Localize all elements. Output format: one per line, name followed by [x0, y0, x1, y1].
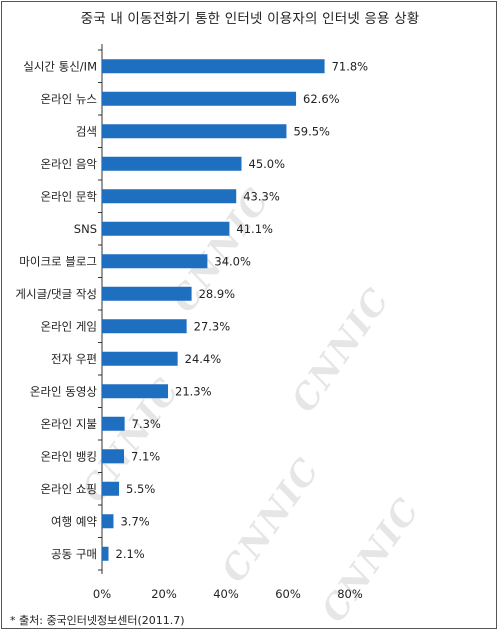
category-label: 온라인 게임 — [40, 319, 97, 333]
value-label: 41.1% — [236, 222, 273, 236]
bar — [102, 59, 325, 74]
value-label: 21.3% — [175, 384, 212, 398]
x-tick-label: 0% — [93, 587, 111, 601]
category-label: 온라인 동영상 — [30, 384, 98, 398]
bar — [102, 124, 287, 139]
source-note: * 출처: 중국인터넷정보센터(2011.7) — [10, 614, 185, 627]
value-label: 62.6% — [303, 92, 340, 106]
bar — [102, 546, 109, 561]
value-label: 7.3% — [132, 417, 161, 431]
value-label: 7.1% — [131, 449, 160, 463]
category-label: SNS — [74, 222, 97, 236]
value-label: 2.1% — [116, 547, 145, 561]
x-tick-label: 40% — [213, 587, 239, 601]
value-label: 59.5% — [293, 124, 330, 138]
chart-title: 중국 내 이동전화기 통한 인터넷 이용자의 인터넷 응용 상황 — [80, 11, 420, 27]
value-label: 28.9% — [199, 287, 236, 301]
bar — [102, 286, 192, 301]
value-label: 5.5% — [126, 482, 155, 496]
value-label: 24.4% — [185, 352, 222, 366]
category-label: 전자 우편 — [51, 352, 97, 366]
category-label: 검색 — [76, 124, 97, 138]
category-label: 게시글/댓글 작성 — [15, 287, 97, 301]
bar — [102, 351, 178, 366]
category-label: 마이크로 블로그 — [19, 254, 97, 268]
category-label: 온라인 음악 — [40, 157, 97, 171]
bar — [102, 156, 242, 171]
category-label: 온라인 쇼핑 — [40, 482, 97, 496]
bar — [102, 384, 169, 399]
x-tick-label: 80% — [337, 587, 363, 601]
bar — [102, 91, 297, 106]
category-label: 온라인 뱅킹 — [40, 449, 97, 463]
bar — [102, 481, 120, 496]
x-tick-label: 60% — [275, 587, 301, 601]
value-label: 3.7% — [120, 514, 149, 528]
value-label: 71.8% — [332, 59, 369, 73]
value-label: 43.3% — [243, 189, 280, 203]
x-tick-label: 20% — [151, 587, 177, 601]
category-label: 온라인 뉴스 — [40, 92, 97, 106]
value-label: 34.0% — [214, 254, 251, 268]
category-label: 공동 구매 — [51, 547, 97, 561]
value-label: 45.0% — [249, 157, 286, 171]
bar — [102, 416, 125, 431]
bar — [102, 189, 237, 204]
bar — [102, 449, 125, 464]
category-label: 여행 예약 — [51, 514, 97, 528]
bar — [102, 514, 114, 529]
category-label: 온라인 문학 — [40, 189, 97, 203]
bar — [102, 254, 208, 269]
category-label: 실시간 통신/IM — [23, 59, 97, 73]
category-label: 온라인 지불 — [40, 417, 97, 431]
bar — [102, 319, 187, 334]
bar — [102, 221, 230, 236]
value-label: 27.3% — [194, 319, 231, 333]
